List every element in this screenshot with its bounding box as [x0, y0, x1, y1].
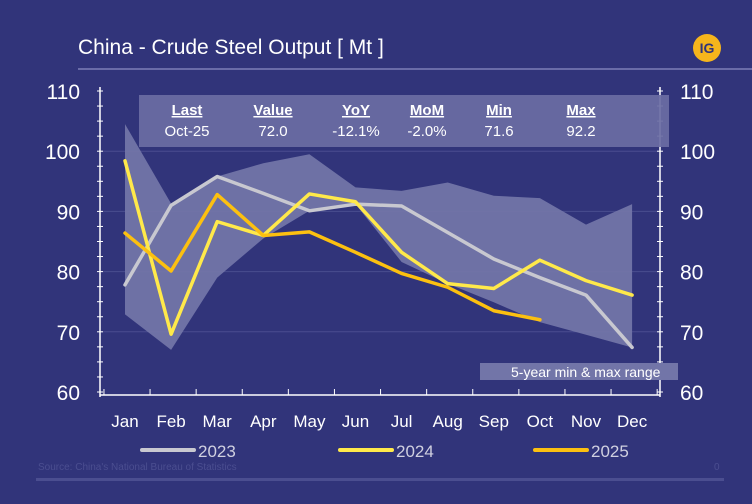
summary-header: Min — [486, 102, 512, 119]
legend-label-2025: 2025 — [591, 442, 629, 461]
x-tick-label: May — [293, 412, 326, 431]
y-tick-left: 110 — [47, 81, 80, 104]
ig-logo: IG — [693, 34, 721, 62]
x-tick-label: Oct — [527, 412, 554, 431]
x-tick-label: Sep — [479, 412, 509, 431]
series-line-2024 — [123, 159, 634, 336]
summary-value: 92.2 — [566, 123, 595, 140]
x-tick-label: Aug — [433, 412, 463, 431]
band-label-box — [480, 363, 678, 380]
footer-divider — [36, 478, 724, 481]
x-tick-label: Jul — [391, 412, 413, 431]
x-tick-label: Mar — [203, 412, 233, 431]
summary-value: Oct-25 — [164, 123, 209, 140]
summary-value: -12.1% — [332, 123, 380, 140]
y-tick-left: 60 — [57, 382, 80, 405]
y-tick-left: 80 — [57, 262, 80, 285]
summary-header: Value — [253, 102, 292, 119]
summary-box — [139, 95, 669, 147]
footer-number: 0 — [714, 462, 720, 473]
legend-label-2023: 2023 — [198, 442, 236, 461]
summary-header: Max — [566, 102, 596, 119]
y-tick-right: 60 — [680, 382, 703, 405]
title-divider — [78, 68, 752, 70]
summary-value: -2.0% — [407, 123, 446, 140]
y-tick-right: 70 — [680, 322, 703, 345]
chart-title: China - Crude Steel Output [ Mt ] — [78, 36, 384, 59]
y-tick-right: 80 — [680, 262, 703, 285]
y-tick-right: 110 — [680, 81, 713, 104]
x-tick-label: Dec — [617, 412, 648, 431]
series-line-2025 — [123, 192, 542, 322]
summary-header: MoM — [410, 102, 444, 119]
y-tick-left: 70 — [57, 322, 80, 345]
summary-value: 71.6 — [484, 123, 513, 140]
source-note: Source: China's National Bureau of Stati… — [38, 462, 237, 473]
y-tick-left: 90 — [57, 201, 80, 224]
x-tick-label: Nov — [571, 412, 602, 431]
summary-header: Last — [172, 102, 203, 119]
y-tick-left: 100 — [45, 141, 80, 164]
x-tick-label: Jan — [111, 412, 138, 431]
y-tick-right: 100 — [680, 141, 715, 164]
x-tick-label: Jun — [342, 412, 369, 431]
range-band — [125, 124, 633, 350]
summary-header: YoY — [342, 102, 370, 119]
summary-value: 72.0 — [258, 123, 287, 140]
series-line-2023 — [123, 174, 634, 350]
band-label: 5-year min & max range — [511, 364, 661, 380]
x-tick-label: Feb — [156, 412, 185, 431]
x-tick-label: Apr — [250, 412, 277, 431]
y-tick-right: 90 — [680, 201, 703, 224]
legend-label-2024: 2024 — [396, 442, 434, 461]
